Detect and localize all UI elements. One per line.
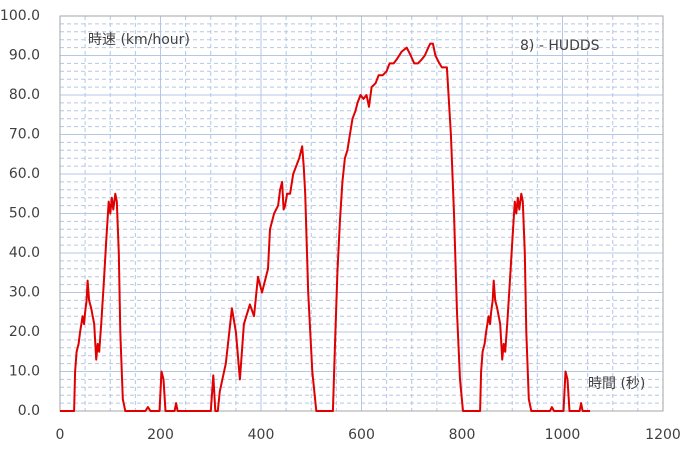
x-tick-label: 0 xyxy=(56,427,65,443)
y-tick-label: 20.0 xyxy=(9,324,40,340)
line xyxy=(60,42,591,412)
y-tick-label: 90.0 xyxy=(9,48,40,64)
x-tick-label: 200 xyxy=(147,427,174,443)
x-tick-label: 800 xyxy=(449,427,476,443)
x-tick-label: 1200 xyxy=(645,427,681,443)
y-tick-label: 60.0 xyxy=(9,166,40,182)
x-tick-label: 400 xyxy=(248,427,275,443)
y-axis-label: 時速 (km/hour) xyxy=(88,32,190,48)
x-axis-label: 時間 (秒) xyxy=(588,376,645,392)
x-tick-label: 600 xyxy=(348,427,375,443)
y-tick-label: 30.0 xyxy=(9,285,40,301)
x-tick-label: 1000 xyxy=(545,427,581,443)
annotation: 8) - HUDDS xyxy=(520,38,600,54)
y-tick-label: 0.0 xyxy=(18,403,40,419)
y-tick-label: 70.0 xyxy=(9,127,40,143)
plot-border xyxy=(59,15,664,412)
y-tick-label: 80.0 xyxy=(9,87,40,103)
y-tick-label: 100.0 xyxy=(0,8,40,24)
y-tick-label: 50.0 xyxy=(9,206,40,222)
y-tick-label: 40.0 xyxy=(9,245,40,261)
y-tick-label: 10.0 xyxy=(9,364,40,380)
